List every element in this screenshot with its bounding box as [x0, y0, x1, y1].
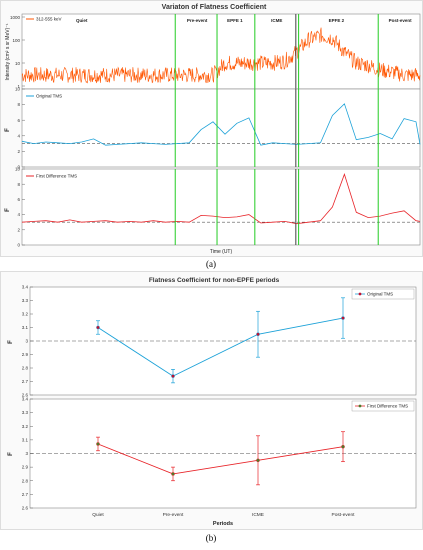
- intensity-ytick-label: 1000: [10, 15, 21, 20]
- original-tms-nonepfe-panel: F 2.6 2.7 2.8 2.9 3 3.1 3.2 3.3 3.4 Original TMS: [8, 285, 417, 398]
- figure-b-title: Flatness Coefficient for non-EPFE period…: [149, 277, 280, 284]
- tms-ytick-label: 10: [15, 87, 21, 92]
- nonepfe-ytick-label: 3.3: [22, 298, 29, 303]
- legend-label: Original TMS: [367, 292, 393, 297]
- original-tms-panel: F 0 2 4 6 8 10 Original TMS: [5, 87, 421, 170]
- figure-b-xlabel: Periods: [213, 521, 233, 527]
- legend-marker: [358, 292, 362, 296]
- nonepfe-ytick-label: 2.7: [22, 379, 29, 384]
- data-point-marker: [96, 442, 100, 446]
- tms-ytick-label: 4: [17, 212, 20, 217]
- nonepfe-ytick-label: 2.7: [22, 492, 29, 497]
- figure-a-caption: (a): [206, 259, 216, 269]
- nonepfe-ytick-label: 3.2: [22, 424, 29, 429]
- intensity-panel: Intensity (cm² s sr MeV)⁻¹ 1101001000Qui…: [5, 13, 421, 90]
- nonepfe-ytick-label: 3.4: [22, 397, 29, 402]
- nonepfe-ytick-label: 2.8: [22, 366, 29, 371]
- first-diff-tms-plot-area: [21, 168, 421, 246]
- legend-marker: [358, 404, 362, 408]
- nonepfe-ytick-label: 2.6: [22, 506, 29, 511]
- tms-ytick-label: 6: [17, 197, 20, 202]
- tms-ytick-label: 6: [17, 118, 20, 123]
- nonepfe-ytick-label: 3.2: [22, 312, 29, 317]
- data-point-marker: [256, 332, 260, 337]
- tms-legend-label: Original TMS: [36, 94, 62, 99]
- first-diff-tms-nonepfe-panel: F 2.6 2.7 2.8 2.9 3 3.1 3.2 3.3 3.4 Quiet Pre-even…: [8, 397, 417, 518]
- tms-ytick-label: 0: [17, 243, 20, 248]
- tms-series-line: [21, 103, 421, 146]
- intensity-plot-area: [21, 13, 421, 90]
- nonepfe-ytick-label: 3.1: [22, 325, 29, 330]
- tms-ytick-label: 4: [17, 133, 20, 138]
- original-tms-ylabel: F: [5, 128, 11, 132]
- nonepfe-ytick-label: 2.9: [22, 352, 29, 357]
- data-point-marker: [171, 472, 175, 476]
- category-tick-label: Quiet: [92, 512, 104, 518]
- category-tick-label: Post-event: [332, 512, 356, 518]
- nonepfe-ytick-label: 2.8: [22, 478, 29, 483]
- figure-a-title: Variaton of Flatness Coefficient: [162, 4, 267, 11]
- tms-series-line: [21, 173, 421, 225]
- period-label: ICME: [271, 18, 282, 23]
- period-label: Post-event: [389, 18, 413, 23]
- nonepfe-ytick-label: 3.4: [22, 285, 29, 290]
- period-label: EPFE 2: [329, 18, 345, 23]
- period-label: Quiet: [76, 18, 88, 23]
- data-point-marker: [256, 458, 260, 463]
- intensity-legend-label: 312-555 keV: [36, 17, 62, 22]
- nonepfe-ytick-label: 3.1: [22, 437, 29, 442]
- category-tick-label: ICME: [252, 512, 264, 518]
- intensity-ytick-label: 1: [17, 84, 20, 89]
- intensity-series-line: [21, 27, 421, 84]
- nonepfe-ytick-label: 2.6: [22, 393, 29, 398]
- original-tms-nonepfe-ylabel: F: [8, 340, 14, 344]
- tms-ytick-label: 2: [17, 227, 20, 232]
- first-diff-tms-nonepfe-ylabel: F: [8, 452, 14, 456]
- intensity-ytick-label: 10: [15, 61, 21, 66]
- nonepfe-series-line: [97, 317, 344, 377]
- original-tms-plot-area: [21, 88, 421, 168]
- nonepfe-ytick-label: 3: [25, 339, 28, 344]
- tms-ytick-label: 2: [17, 149, 20, 154]
- intensity-ylabel: Intensity (cm² s sr MeV)⁻¹: [5, 23, 11, 80]
- figure-b-caption: (b): [206, 533, 217, 543]
- figure-a-xlabel: Time (UT): [210, 249, 233, 255]
- data-point-marker: [171, 374, 175, 378]
- first-diff-tms-panel: F 0 2 4 6 8 10 First Difference TMS: [5, 167, 421, 248]
- nonepfe-series-line: [97, 443, 344, 475]
- tms-ytick-label: 0: [17, 165, 20, 170]
- nonepfe-ytick-label: 3.3: [22, 410, 29, 415]
- data-point-marker: [341, 444, 345, 449]
- tms-ytick-label: 8: [17, 182, 20, 187]
- intensity-ytick-label: 100: [12, 38, 20, 43]
- tms-ytick-label: 8: [17, 102, 20, 107]
- first-diff-tms-ylabel: F: [5, 208, 11, 212]
- period-label: Pre-event: [187, 18, 208, 23]
- data-point-marker: [341, 316, 345, 320]
- tms-legend-label: First Difference TMS: [36, 174, 77, 179]
- period-label: EPFE 1: [227, 18, 243, 23]
- category-tick-label: Pre-event: [163, 512, 184, 518]
- tms-ytick-label: 10: [15, 167, 21, 172]
- legend-box: [351, 400, 415, 412]
- data-point-marker: [96, 325, 100, 330]
- nonepfe-ytick-label: 3: [25, 451, 28, 456]
- nonepfe-ytick-label: 2.9: [22, 465, 29, 470]
- legend-label: First Difference TMS: [367, 404, 408, 409]
- legend-box: [351, 288, 415, 300]
